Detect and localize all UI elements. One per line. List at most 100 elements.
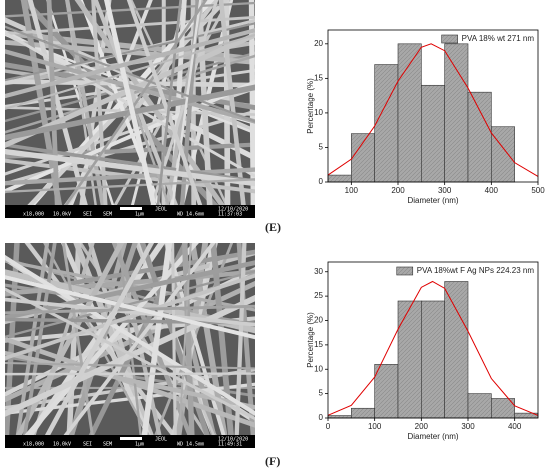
fiber <box>63 243 216 435</box>
fit-curve <box>327 43 539 177</box>
y-tick-label: 20 <box>314 316 323 325</box>
x-axis-label: Diameter (nm) <box>407 196 458 205</box>
sem-image: x18,000 10.0kV SEI SEM 1μm JEOL WD 14.6mm 12/10… <box>5 0 255 218</box>
bar <box>351 133 375 183</box>
fibers <box>5 243 255 435</box>
fiber <box>5 143 255 183</box>
info-text: SEI <box>83 212 92 218</box>
info-text: JEOL <box>155 207 167 213</box>
fiber <box>141 243 173 435</box>
x-tick-label: 500 <box>531 186 545 195</box>
fiber <box>5 275 255 340</box>
legend-text: PVA 18% wt 271 nm <box>462 34 535 43</box>
fiber <box>44 243 155 435</box>
fiber <box>5 33 255 110</box>
legend-swatch <box>441 34 458 44</box>
fiber <box>182 243 195 435</box>
y-tick-label: 25 <box>314 291 323 300</box>
fiber <box>24 243 199 435</box>
fiber <box>64 0 208 205</box>
sem-image: x18,000 10.0kV SEI SEM 1μm JEOL WD 14.5mm 12/10… <box>5 243 255 448</box>
fibers <box>5 0 255 205</box>
info-text: SEI <box>83 442 92 448</box>
info-text: 1μm <box>135 442 144 448</box>
bar <box>444 281 469 419</box>
bar <box>421 84 445 183</box>
y-tick-label: 15 <box>314 73 323 82</box>
info-text: 10.0kV <box>53 212 71 218</box>
bar <box>467 393 492 419</box>
info-text: WD 14.5mm <box>177 442 204 448</box>
fiber <box>5 167 255 186</box>
bar <box>397 300 422 419</box>
fiber <box>78 243 209 435</box>
info-text: 10.0kV <box>53 442 71 448</box>
panel-label: (E) <box>265 220 281 234</box>
x-tick-label: 400 <box>485 186 499 195</box>
fiber <box>46 0 60 205</box>
plot-frame <box>327 261 539 419</box>
fiber <box>5 269 255 339</box>
bar <box>351 407 375 419</box>
x-tick-label: 0 <box>326 422 331 431</box>
fiber <box>103 0 157 205</box>
fiber <box>5 372 255 376</box>
x-tick-label: 300 <box>461 422 475 431</box>
plot-frame <box>327 29 539 183</box>
fiber <box>117 243 142 435</box>
y-tick-label: 15 <box>314 340 323 349</box>
bar <box>374 364 399 419</box>
y-tick-label: 5 <box>319 143 324 152</box>
scale-bar <box>120 207 142 210</box>
fiber <box>5 350 255 410</box>
y-axis-label: Percentage (%) <box>306 312 315 368</box>
info-text: WD 14.6mm <box>177 212 204 218</box>
fiber <box>15 243 50 435</box>
fiber <box>5 273 255 361</box>
y-tick-label: 20 <box>314 39 323 48</box>
fiber <box>178 243 192 435</box>
fiber <box>5 15 255 36</box>
fiber <box>5 178 255 194</box>
x-tick-label: 100 <box>368 422 382 431</box>
panel-label: (F) <box>265 454 280 468</box>
x-tick-label: 100 <box>345 186 359 195</box>
y-tick-label: 5 <box>319 389 324 398</box>
info-text: JEOL <box>155 437 167 443</box>
fiber <box>5 304 255 315</box>
bar <box>421 300 445 419</box>
fiber <box>5 25 255 123</box>
info-text: SEM <box>103 442 112 448</box>
bar <box>327 174 352 183</box>
info-bar <box>5 205 255 218</box>
bar <box>444 43 469 183</box>
x-axis-label: Diameter (nm) <box>407 432 458 441</box>
y-tick-label: 10 <box>314 364 323 373</box>
fiber <box>156 0 183 205</box>
info-text: SEM <box>103 212 112 218</box>
fiber <box>61 243 94 435</box>
fiber <box>5 28 255 99</box>
fit-curve <box>327 280 539 416</box>
fiber <box>234 243 247 435</box>
x-tick-label: 400 <box>508 422 522 431</box>
info-text: 11:37:03 <box>218 212 242 218</box>
info-text: 11:49:31 <box>218 442 242 448</box>
bar <box>374 64 399 183</box>
bar <box>491 126 515 183</box>
fiber <box>22 243 57 435</box>
x-tick-label: 300 <box>438 186 452 195</box>
info-text: 12/10/2020 <box>218 207 248 213</box>
bar <box>467 91 492 183</box>
fiber <box>5 49 255 124</box>
info-text: x18,000 <box>23 212 44 218</box>
fiber <box>5 294 255 417</box>
scale-bar <box>120 437 142 440</box>
legend-swatch <box>396 266 414 276</box>
fiber <box>74 0 226 205</box>
fiber <box>5 22 255 82</box>
fiber <box>126 0 203 205</box>
fiber <box>66 243 82 435</box>
info-bar <box>5 435 255 448</box>
legend-text: PVA 18%wt F Ag NPs 224.23 nm <box>417 266 535 275</box>
